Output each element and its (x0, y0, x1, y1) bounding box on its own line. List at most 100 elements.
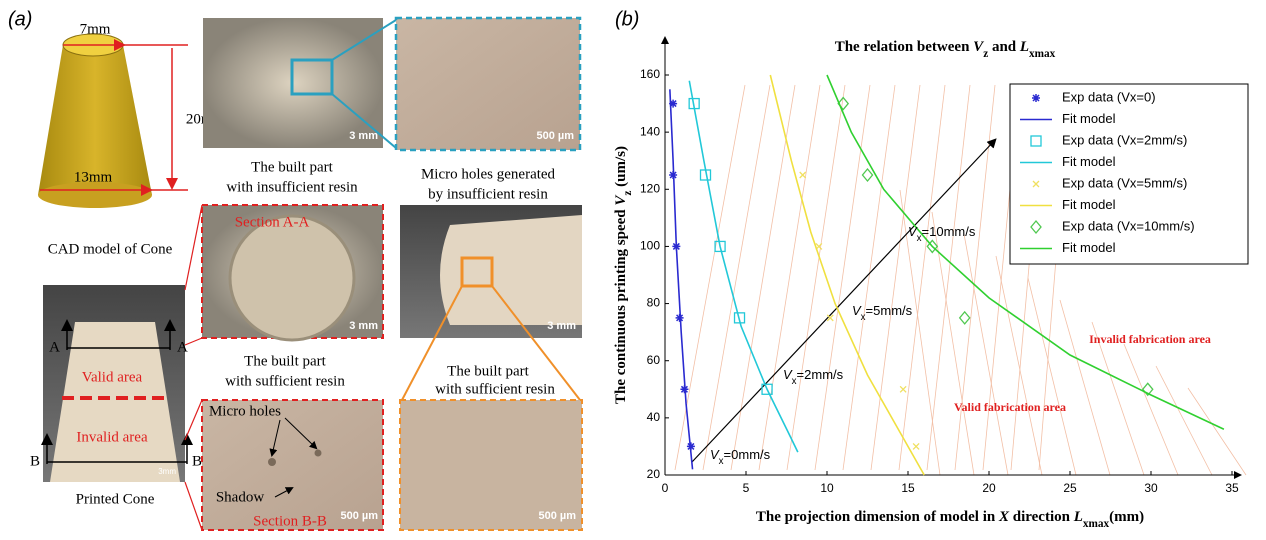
legend-label: Exp data (Vx=0) (1062, 89, 1156, 104)
rich-text: The continuous printing speed Vz (um/s) (613, 146, 633, 404)
hatch-line (703, 85, 770, 470)
rich-text: Vx=2mm/s (783, 367, 844, 387)
scale: 3 mm (547, 320, 576, 332)
panel-label: (a) (8, 8, 32, 30)
hatch-line (815, 85, 870, 470)
scale: 3 mm (349, 320, 378, 332)
rich-text: The relation between Vz and Lxmax (835, 39, 1056, 59)
hatch-line (843, 85, 895, 470)
y-tick-label: 140 (640, 124, 660, 138)
rich-text: Vx=5mm/s (852, 303, 913, 323)
legend-label: Fit model (1062, 111, 1116, 126)
label: Valid area (82, 369, 143, 385)
caption: The built part (244, 353, 326, 369)
hatch-line (899, 85, 945, 470)
hatch-line (1188, 388, 1246, 475)
legend-label: Fit model (1062, 197, 1116, 212)
hatch-line (675, 85, 745, 470)
hatch-line (1060, 300, 1110, 475)
x-tick-label: 25 (1063, 481, 1077, 495)
y-tick-label: 80 (647, 296, 661, 310)
text-part: (um/s) (613, 146, 629, 191)
hatch-line (731, 85, 795, 470)
caption: Printed Cone (76, 491, 155, 507)
caption: by insufficient resin (428, 186, 548, 202)
hole (315, 450, 322, 457)
caption: The built part (251, 159, 333, 175)
scale: 500 µm (538, 510, 576, 522)
text-part: L (1019, 39, 1029, 55)
panel-a: (a) 7mm 20mm 13mm CAD model of Cone 3 mm… (8, 8, 582, 530)
section-disc (230, 216, 354, 340)
dim-top: 7mm (80, 21, 111, 37)
marker (1032, 94, 1040, 102)
text-part: (mm) (1109, 509, 1144, 525)
scale: 500 µm (536, 130, 574, 142)
text-part: and (988, 39, 1020, 55)
text-part: direction (1009, 509, 1074, 525)
text-part: =2mm/s (797, 367, 844, 382)
text-part: L (1073, 509, 1083, 525)
marker (960, 312, 970, 324)
y-tick-label: 120 (640, 181, 660, 195)
legend-label: Exp data (Vx=5mm/s) (1062, 175, 1187, 190)
label: B (30, 453, 40, 469)
text-part: The relation between (835, 39, 973, 55)
legend-label: Fit model (1062, 240, 1116, 255)
marker (900, 386, 906, 392)
scale: 3mm (158, 467, 176, 476)
legend-label: Exp data (Vx=2mm/s) (1062, 132, 1187, 147)
text-part: =0mm/s (724, 447, 771, 462)
label: Micro holes (209, 403, 281, 419)
annotation: Invalid fabrication area (1089, 332, 1211, 346)
text-part: xmax (1083, 518, 1110, 530)
y-tick-label: 40 (647, 410, 661, 424)
legend-label: Fit model (1062, 154, 1116, 169)
label: Section A-A (235, 214, 310, 230)
label: A (177, 339, 188, 355)
rich-text: The projection dimension of model in X d… (756, 509, 1144, 529)
scale: 3 mm (349, 130, 378, 142)
label: A (49, 339, 60, 355)
fit-line (770, 75, 924, 475)
x-tick-label: 30 (1144, 481, 1158, 495)
y-tick-label: 100 (640, 239, 660, 253)
hatch-line (996, 256, 1042, 475)
text-part: xmax (1029, 48, 1056, 60)
text-part: =5mm/s (866, 303, 913, 318)
y-tick-label: 160 (640, 67, 660, 81)
dim-bottom: 13mm (74, 169, 113, 185)
arrow (692, 140, 995, 462)
caption: with sufficient resin (435, 381, 555, 397)
label: Section B-B (253, 513, 327, 529)
text-part: The projection dimension of model in (756, 509, 999, 525)
connector (185, 482, 202, 530)
label: B (192, 453, 202, 469)
scale: 500 µm (340, 510, 378, 522)
connector (185, 205, 202, 290)
caption: with sufficient resin (225, 373, 345, 389)
label: Invalid area (76, 429, 148, 445)
x-tick-label: 0 (662, 481, 669, 495)
x-tick-label: 35 (1225, 481, 1239, 495)
connector (185, 400, 202, 440)
x-tick-label: 5 (743, 481, 750, 495)
x-tick-label: 20 (982, 481, 996, 495)
text-part: =10mm/s (922, 224, 976, 239)
figure: (a) 7mm 20mm 13mm CAD model of Cone 3 mm… (0, 0, 1266, 535)
x-tick-label: 15 (901, 481, 915, 495)
marker (863, 169, 873, 181)
rich-text: Vx=0mm/s (710, 447, 771, 467)
text-part: The continuous printing speed (613, 206, 629, 404)
label: Shadow (216, 489, 265, 505)
fit-line (670, 89, 693, 469)
legend-box (1010, 84, 1248, 264)
panel-label: (b) (615, 8, 639, 30)
x-tick-label: 10 (820, 481, 834, 495)
caption: with insufficient resin (226, 179, 358, 195)
caption: CAD model of Cone (48, 241, 173, 257)
hole (268, 458, 276, 466)
legend-label: Exp data (Vx=10mm/s) (1062, 218, 1195, 233)
hatch-line (787, 85, 845, 470)
